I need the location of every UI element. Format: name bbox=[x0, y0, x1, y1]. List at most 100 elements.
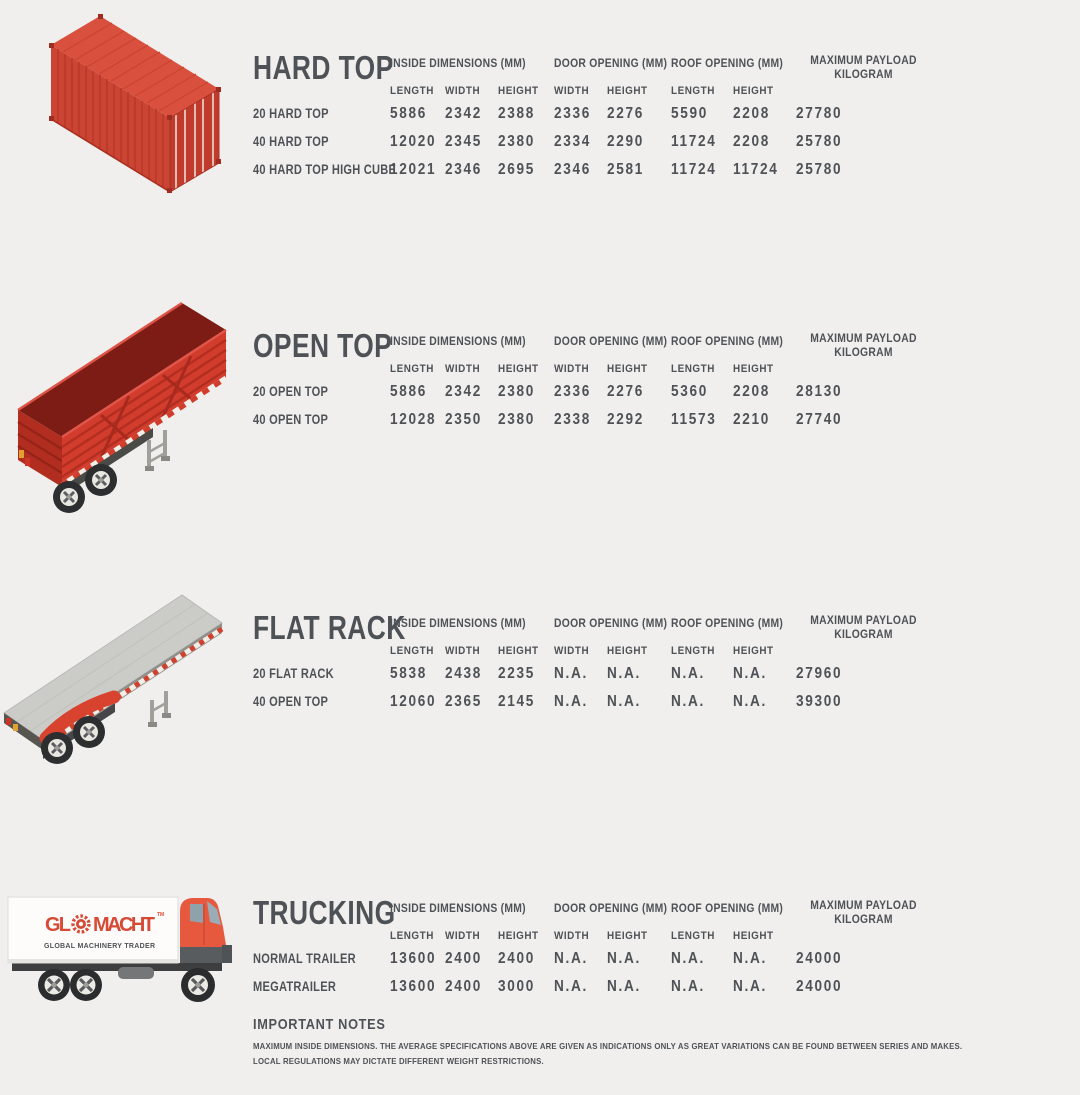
spec-value: 12021 bbox=[390, 161, 437, 178]
column-subheader: LENGTH bbox=[390, 645, 434, 657]
column-group-header: ROOF OPENING (MM) bbox=[671, 618, 784, 630]
column-group-header: INSIDE DIMENSIONS (MM) bbox=[390, 903, 526, 915]
spec-value: 2380 bbox=[498, 411, 536, 428]
spec-value: N.A. bbox=[671, 978, 705, 995]
column-subheader: LENGTH bbox=[671, 363, 715, 375]
truck-cab bbox=[180, 898, 232, 963]
spec-value: 2336 bbox=[554, 383, 592, 400]
spec-value: 11724 bbox=[671, 161, 717, 178]
notes-line: MAXIMUM INSIDE DIMENSIONS. THE AVERAGE S… bbox=[253, 1042, 963, 1051]
landing-gear bbox=[147, 430, 167, 468]
spec-value: 11724 bbox=[733, 161, 779, 178]
column-subheader: WIDTH bbox=[445, 930, 481, 942]
spec-value: 5886 bbox=[390, 383, 428, 400]
column-group-header: ROOF OPENING (MM) bbox=[671, 336, 784, 348]
column-subheader: LENGTH bbox=[671, 85, 715, 97]
spec-value: 28130 bbox=[796, 383, 843, 400]
spec-value: 2695 bbox=[498, 161, 536, 178]
spec-value: N.A. bbox=[607, 978, 641, 995]
open-top-trailer-illustration bbox=[17, 301, 228, 513]
header-row: INSIDE DIMENSIONS (MM) DOOR OPENING (MM) R… bbox=[253, 54, 931, 82]
hard-top-container-illustration bbox=[49, 14, 221, 193]
column-subheader: LENGTH bbox=[390, 85, 434, 97]
spec-table: INSIDE DIMENSIONS (MM) DOOR OPENING (MM) R… bbox=[253, 610, 943, 810]
truck-wheels bbox=[38, 968, 215, 1002]
spec-value: 2276 bbox=[607, 383, 645, 400]
truck-box-body bbox=[7, 896, 179, 964]
header-row: INSIDE DIMENSIONS (MM) DOOR OPENING (MM) R… bbox=[253, 332, 931, 360]
column-subheader: HEIGHT bbox=[607, 85, 648, 97]
logo-trademark: TM bbox=[157, 912, 164, 918]
spec-value: 12028 bbox=[390, 411, 437, 428]
section-flat-rack: FLAT RACK INSIDE DIMENSIONS (MM) DOOR OPE… bbox=[0, 610, 1080, 810]
table-row: 20 FLAT RACK 5838 2438 2235 N.A. N.A. N.A. N.A.… bbox=[253, 665, 931, 683]
column-subheader: WIDTH bbox=[445, 85, 481, 97]
trailer-interior bbox=[18, 303, 226, 437]
trailer-chassis bbox=[62, 428, 153, 496]
flat-rack-rear bbox=[4, 713, 43, 750]
spec-value: N.A. bbox=[733, 693, 767, 710]
spec-value: 2338 bbox=[554, 411, 592, 428]
tail-light bbox=[6, 718, 11, 725]
spec-value: 2365 bbox=[445, 693, 483, 710]
spec-value: 2380 bbox=[498, 383, 536, 400]
corner-castings bbox=[49, 14, 221, 193]
column-subheader: LENGTH bbox=[390, 363, 434, 375]
glomacht-truck-illustration: GL MACHT TM GLOBAL MACHINERY TRADER bbox=[7, 896, 232, 1002]
table-row: 40 HARD TOP 12020 2345 2380 2334 2290 11724 220… bbox=[253, 133, 931, 151]
spec-value: N.A. bbox=[607, 693, 641, 710]
spec-value: 2346 bbox=[554, 161, 592, 178]
logo-text-gl: GL bbox=[45, 914, 71, 936]
glomacht-logo: GL MACHT TM GLOBAL MACHINERY TRADER bbox=[44, 912, 164, 950]
column-subheader: WIDTH bbox=[445, 363, 481, 375]
logo-tagline: GLOBAL MACHINERY TRADER bbox=[44, 943, 156, 950]
cab-skirt bbox=[180, 947, 226, 963]
spec-value: 2388 bbox=[498, 105, 536, 122]
logo-text-macht: MACHT bbox=[93, 914, 155, 936]
spec-value: N.A. bbox=[671, 950, 705, 967]
column-group-header: INSIDE DIMENSIONS (MM) bbox=[390, 336, 526, 348]
column-subheader: HEIGHT bbox=[607, 363, 648, 375]
column-subheader: HEIGHT bbox=[498, 645, 539, 657]
row-label: MEGATRAILER bbox=[253, 979, 337, 994]
side-window bbox=[190, 904, 203, 923]
section-title: TRUCKING bbox=[253, 894, 396, 931]
spec-value: 3000 bbox=[498, 978, 536, 995]
column-group-header: ROOF OPENING (MM) bbox=[671, 58, 784, 70]
spec-value: 13600 bbox=[390, 950, 437, 967]
spec-value: 2290 bbox=[607, 133, 645, 150]
truck-chassis bbox=[12, 963, 222, 971]
column-subheader: LENGTH bbox=[671, 930, 715, 942]
spec-value: 12060 bbox=[390, 693, 437, 710]
row-label: 20 HARD TOP bbox=[253, 106, 329, 121]
column-subheader: HEIGHT bbox=[733, 645, 774, 657]
spec-value: 2400 bbox=[445, 978, 483, 995]
spec-value: 2292 bbox=[607, 411, 645, 428]
subheader-row: LENGTH WIDTH HEIGHT WIDTH HEIGHT LENGTH HEIGHT bbox=[253, 641, 931, 659]
section-hard-top: HARD TOP INSIDE DIMENSIONS (MM) DOOR OPEN… bbox=[0, 50, 1080, 250]
section-open-top: OPEN TOP INSIDE DIMENSIONS (MM) DOOR OPEN… bbox=[0, 328, 1080, 528]
spec-value: N.A. bbox=[671, 693, 705, 710]
spec-value: 2438 bbox=[445, 665, 483, 682]
row-label: 40 OPEN TOP bbox=[253, 694, 329, 709]
subheader-row: LENGTH WIDTH HEIGHT WIDTH HEIGHT LENGTH HEIGHT bbox=[253, 81, 931, 99]
spec-table: INSIDE DIMENSIONS (MM) DOOR OPENING (MM) R… bbox=[253, 895, 943, 1095]
subheader-row: LENGTH WIDTH HEIGHT WIDTH HEIGHT LENGTH HEIGHT bbox=[253, 359, 931, 377]
spec-value: N.A. bbox=[671, 665, 705, 682]
section-title: HARD TOP bbox=[253, 49, 394, 86]
notes-line: LOCAL REGULATIONS MAY DICTATE DIFFERENT … bbox=[253, 1057, 544, 1066]
spec-table: INSIDE DIMENSIONS (MM) DOOR OPENING (MM) R… bbox=[253, 328, 943, 528]
column-subheader: WIDTH bbox=[554, 930, 590, 942]
flat-rack-trailer-illustration bbox=[3, 594, 224, 764]
spec-value: 27960 bbox=[796, 665, 843, 682]
table-row: NORMAL TRAILER 13600 2400 2400 N.A. N.A. N.A. N… bbox=[253, 950, 931, 968]
spec-value: N.A. bbox=[607, 950, 641, 967]
spec-value: 2346 bbox=[445, 161, 483, 178]
spec-value: 2145 bbox=[498, 693, 536, 710]
row-label: 40 HARD TOP HIGH CUBE bbox=[253, 162, 397, 177]
column-group-header: DOOR OPENING (MM) bbox=[554, 618, 668, 630]
front-bumper bbox=[222, 945, 232, 963]
column-subheader: HEIGHT bbox=[607, 930, 648, 942]
spec-value: N.A. bbox=[554, 693, 588, 710]
